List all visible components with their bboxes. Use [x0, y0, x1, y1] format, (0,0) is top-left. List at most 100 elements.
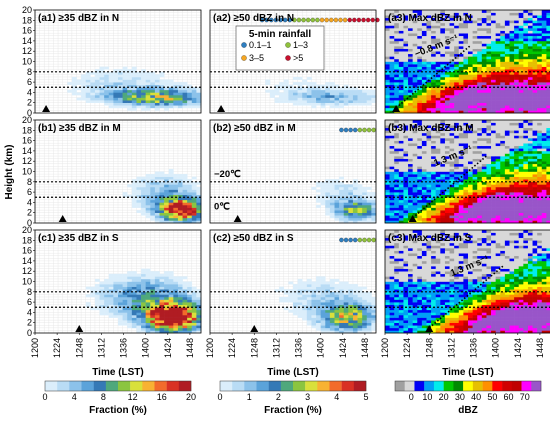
heatmap-cell [421, 43, 427, 47]
heatmap-cell [537, 184, 543, 188]
heatmap-cell [131, 92, 137, 96]
heatmap-cell [394, 132, 400, 136]
heatmap-cell [458, 186, 464, 190]
heatmap-cell [357, 289, 363, 293]
heatmap-cell [385, 48, 390, 52]
heatmap-cell [385, 53, 390, 57]
heatmap-cell [177, 174, 183, 177]
heatmap-cell [426, 184, 432, 188]
heatmap-cell [514, 184, 520, 188]
heatmap-cell [444, 25, 450, 29]
heatmap-cell [329, 296, 335, 300]
heatmap-cell [431, 127, 437, 131]
heatmap-cell [495, 84, 501, 88]
heatmap-cell [182, 325, 188, 329]
heatmap-cell [302, 281, 308, 285]
heatmap-cell [444, 12, 450, 16]
heatmap-cell [325, 189, 331, 193]
heatmap-cell [408, 145, 413, 149]
heatmap-cell [491, 92, 496, 96]
heatmap-cell [177, 197, 183, 201]
heatmap-cell [486, 176, 492, 180]
heatmap-cell [159, 87, 165, 91]
heatmap-cell [136, 210, 142, 213]
heatmap-cell [118, 299, 123, 303]
heatmap-cell [454, 168, 460, 172]
heatmap-cell [500, 176, 506, 180]
x-tick-label: 1200 [205, 338, 215, 358]
heatmap-cell [398, 150, 404, 154]
heatmap-cell [421, 38, 427, 42]
heatmap-cell [191, 204, 197, 208]
heatmap-cell [426, 132, 432, 136]
heatmap-cell [398, 163, 404, 167]
heatmap-cell [398, 320, 404, 323]
heatmap-cell [481, 202, 487, 206]
heatmap-cell [320, 286, 326, 290]
heatmap-cell [283, 84, 289, 88]
heatmap-cell [514, 61, 520, 65]
heatmap-cell [495, 10, 501, 13]
heatmap-cell [454, 40, 460, 44]
heatmap-cell [150, 174, 156, 177]
heatmap-cell [122, 278, 128, 282]
heatmap-cell [514, 71, 520, 75]
heatmap-cell [449, 69, 455, 73]
heatmap-cell [177, 194, 183, 198]
heatmap-cell [325, 320, 331, 323]
heatmap-cell [389, 260, 395, 264]
heatmap-cell [491, 76, 496, 80]
heatmap-cell [168, 314, 174, 318]
y-tick-label: 4 [27, 197, 32, 207]
heatmap-cell [518, 153, 524, 157]
heatmap-cell [472, 184, 478, 188]
heatmap-cell [444, 84, 450, 88]
heatmap-cell [444, 48, 450, 52]
heatmap-cell [196, 207, 202, 211]
heatmap-cell [127, 281, 133, 285]
heatmap-cell [389, 100, 395, 103]
heatmap-cell [491, 135, 496, 139]
heatmap-cell [339, 322, 345, 326]
heatmap-cell [546, 33, 550, 37]
heatmap-cell [468, 97, 473, 101]
heatmap-cell [118, 69, 123, 73]
heatmap-cell [366, 97, 372, 101]
heatmap-cell [131, 192, 137, 195]
heatmap-cell [164, 284, 170, 287]
heatmap-cell [435, 174, 441, 177]
heatmap-cell [297, 102, 303, 106]
heatmap-cell [463, 199, 469, 203]
heatmap-cell [527, 100, 533, 103]
heatmap-cell [394, 263, 400, 267]
heatmap-cell [491, 71, 496, 75]
heatmap-cell [417, 217, 423, 221]
heatmap-cell [537, 105, 543, 109]
heatmap-cell [108, 307, 114, 311]
heatmap-cell [463, 89, 469, 93]
heatmap-cell [440, 28, 446, 31]
heatmap-cell [118, 79, 123, 83]
heatmap-cell [99, 79, 105, 83]
heatmap-cell [329, 286, 335, 290]
heatmap-cell [491, 74, 496, 78]
heatmap-cell [463, 220, 469, 224]
heatmap-cell [504, 194, 510, 198]
rainfall-dot [278, 17, 283, 23]
y-tick-label: 2 [27, 208, 32, 218]
heatmap-cell [348, 314, 354, 318]
heatmap-cell [444, 35, 450, 39]
heatmap-cell [518, 179, 524, 183]
heatmap-cell [504, 197, 510, 201]
heatmap-cell [389, 74, 395, 78]
heatmap-cell [537, 87, 543, 91]
heatmap-cell [495, 58, 501, 62]
heatmap-cell [481, 125, 487, 129]
heatmap-cell [334, 84, 340, 88]
heatmap-cell [159, 84, 165, 88]
heatmap-cell [164, 179, 170, 183]
heatmap-cell [136, 202, 142, 206]
heatmap-cell [541, 153, 547, 157]
heatmap-cell [394, 25, 400, 29]
